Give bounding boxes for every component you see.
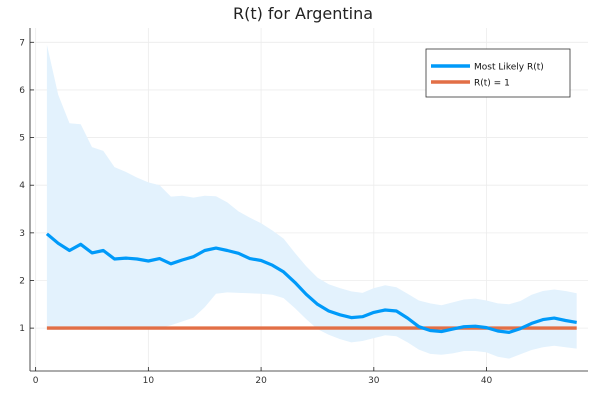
legend-label-r-equals-one: R(t) = 1 <box>474 79 510 89</box>
y-tick-label: 5 <box>19 134 25 144</box>
y-tick-label: 3 <box>19 229 25 239</box>
legend-box <box>425 48 571 98</box>
series-most-likely <box>45 232 577 334</box>
y-tick-label: 7 <box>19 38 25 48</box>
y-tick-label: 6 <box>19 86 25 96</box>
tick-labels: 0 10 20 30 40 1 2 3 4 5 6 7 <box>19 38 492 386</box>
y-tick-label: 4 <box>19 181 25 191</box>
x-tick-label: 0 <box>33 376 39 386</box>
y-tick-label: 1 <box>19 324 25 334</box>
confidence-band <box>46 44 577 359</box>
legend-label-most-likely: Most Likely R(t) <box>474 63 544 73</box>
x-tick-label: 40 <box>481 376 493 386</box>
y-tick-label: 2 <box>19 276 25 286</box>
x-tick-label: 10 <box>143 376 155 386</box>
x-tick-label: 20 <box>255 376 267 386</box>
legend: Most Likely R(t) R(t) = 1 <box>425 48 571 98</box>
axes <box>29 28 588 372</box>
series-layer <box>45 232 577 334</box>
chart-title: R(t) for Argentina <box>233 4 373 23</box>
x-tick-label: 30 <box>368 376 380 386</box>
